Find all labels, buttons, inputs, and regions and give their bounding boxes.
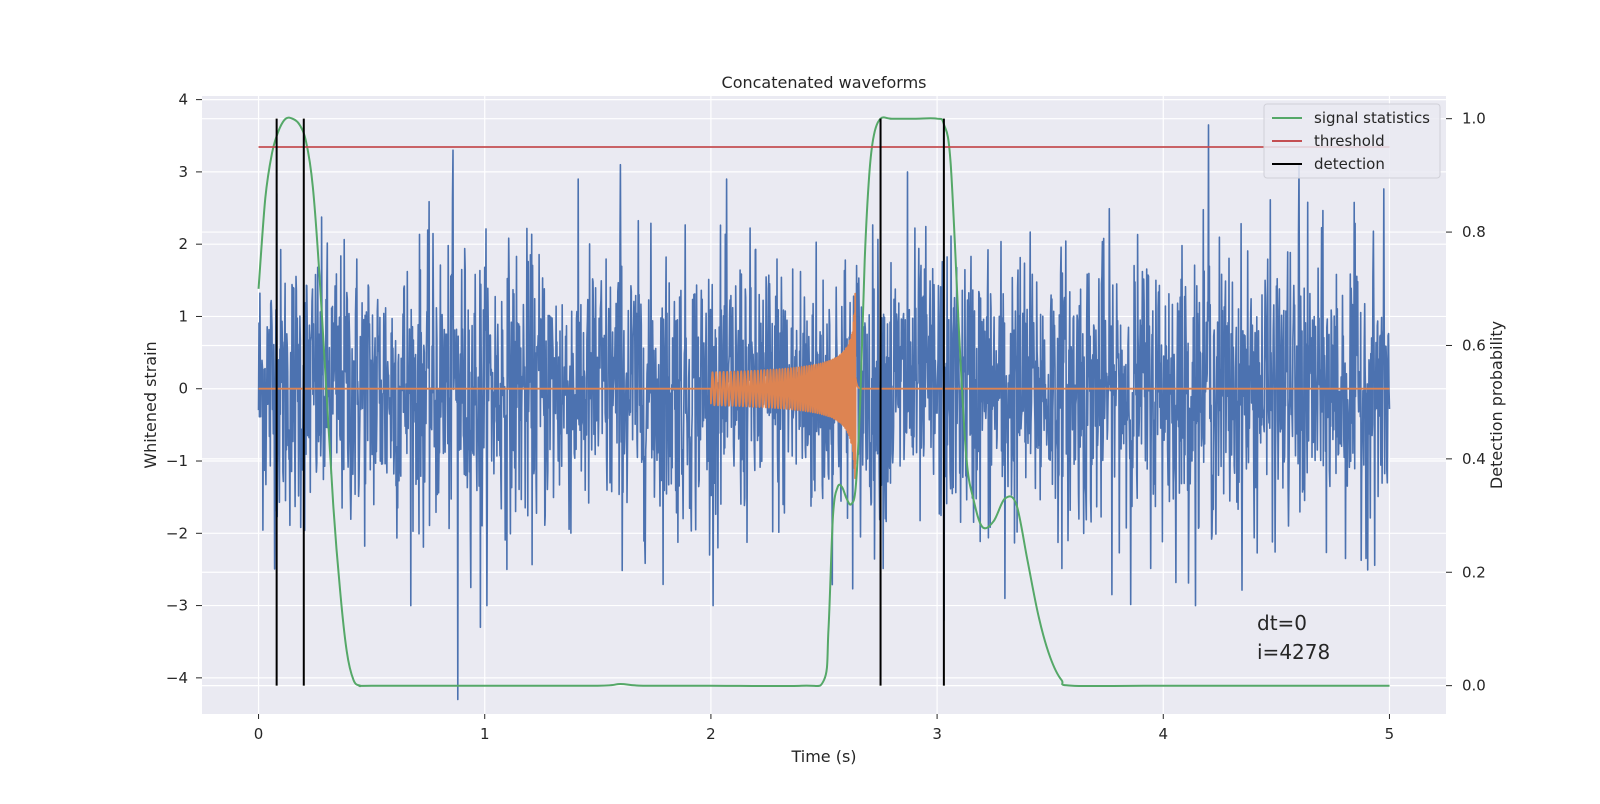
annotation-i: i=4278 [1257, 640, 1330, 664]
chart-title: Concatenated waveforms [722, 73, 927, 92]
chirp-series-line [258, 292, 1390, 480]
y-tick-label: 0 [178, 380, 188, 398]
x-tick-label: 2 [706, 725, 716, 743]
y-tick-label: 1 [178, 307, 188, 325]
y2-tick-label: 0.6 [1462, 336, 1486, 354]
x-tick-label: 4 [1158, 725, 1168, 743]
legend-label-detection: detection [1314, 155, 1385, 173]
y2-tick-label: 0.8 [1462, 223, 1486, 241]
y2-tick-label: 0.0 [1462, 677, 1486, 695]
y-tick-label: −2 [166, 524, 188, 542]
y-tick-label: 2 [178, 235, 188, 253]
y2-axis-title: Detection probability [1487, 321, 1506, 489]
legend: signal statistics threshold detection [1263, 103, 1441, 179]
x-tick-label: 0 [254, 725, 264, 743]
x-tick-label: 1 [480, 725, 490, 743]
legend-label-threshold: threshold [1314, 132, 1385, 150]
x-tick-label: 3 [932, 725, 942, 743]
y-tick-label: −4 [166, 669, 188, 687]
tick-layer: 0 1 2 3 4 5 −4 −3 −2 −1 0 1 2 3 4 0.0 0.2 0.4 0.6 0.8 1.0 [166, 91, 1486, 743]
legend-label-signal-statistics: signal statistics [1314, 109, 1430, 127]
y2-tick-label: 1.0 [1462, 110, 1486, 128]
y-tick-label: −1 [166, 452, 188, 470]
x-tick-label: 5 [1385, 725, 1395, 743]
x-axis-title: Time (s) [790, 747, 856, 766]
legend-box [1263, 103, 1441, 179]
y2-tick-label: 0.2 [1462, 563, 1486, 581]
series-layer [257, 116, 1391, 701]
signal-statistics-line [257, 116, 1390, 688]
y2-tick-label: 0.4 [1462, 450, 1486, 468]
y-tick-label: 4 [178, 91, 188, 109]
y-tick-label: −3 [166, 597, 188, 615]
y-tick-label: 3 [178, 163, 188, 181]
annotation-dt: dt=0 [1257, 611, 1307, 635]
y-axis-title: Whitened strain [141, 341, 160, 468]
